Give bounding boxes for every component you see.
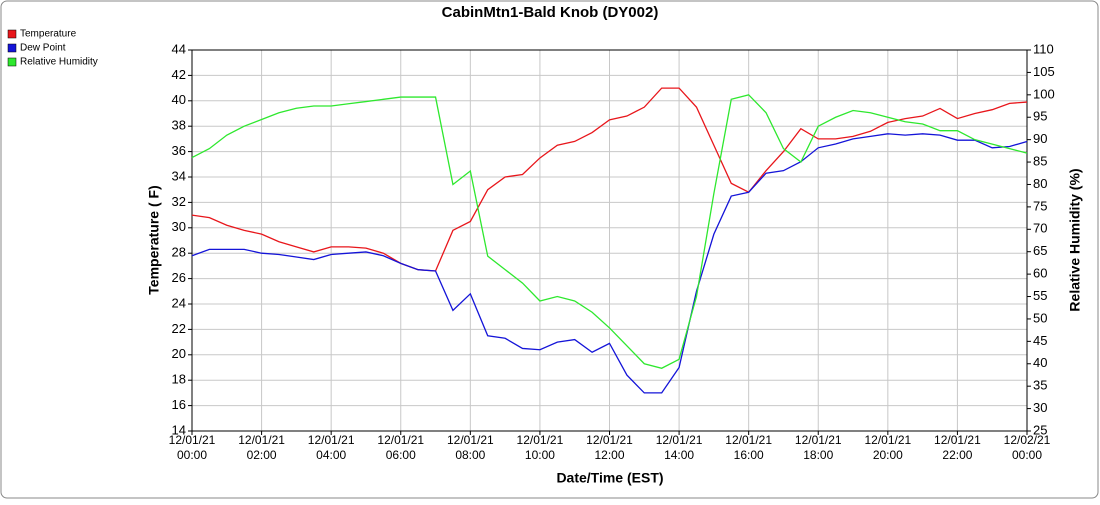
y2-tick-label: 105 (1033, 64, 1055, 79)
x-tick-label: 12/01/21 02:00 (238, 433, 285, 462)
y2-tick-label: 100 (1033, 86, 1055, 101)
legend-label: Temperature (20, 29, 77, 40)
y2-tick-label: 95 (1033, 109, 1047, 124)
y-tick-label: 14 (172, 422, 186, 437)
legend-label: Relative Humidity (20, 57, 98, 68)
y-tick-label: 20 (172, 346, 186, 361)
y2-tick-label: 50 (1033, 310, 1047, 325)
y-tick-label: 18 (172, 372, 186, 387)
x-tick-label: 12/02/21 00:00 (1004, 433, 1051, 462)
y2-tick-label: 70 (1033, 221, 1047, 236)
legend-swatch (7, 29, 17, 39)
y-tick-label: 28 (172, 245, 186, 260)
y-tick-label: 34 (172, 168, 186, 183)
x-tick-label: 12/01/21 22:00 (934, 433, 981, 462)
y-tick-label: 42 (172, 67, 186, 82)
series-line (191, 94, 1028, 369)
y2-tick-label: 55 (1033, 288, 1047, 303)
x-tick-label: 12/01/21 04:00 (308, 433, 355, 462)
y2-tick-label: 30 (1033, 400, 1047, 415)
y-tick-label: 32 (172, 194, 186, 209)
y-tick-label: 38 (172, 118, 186, 133)
y2-tick-label: 40 (1033, 355, 1047, 370)
y2-tick-label: 80 (1033, 176, 1047, 191)
y2-tick-label: 35 (1033, 378, 1047, 393)
y-tick-label: 24 (172, 295, 186, 310)
x-tick-label: 12/01/21 18:00 (795, 433, 842, 462)
y2-tick-label: 110 (1033, 41, 1054, 56)
legend-swatch (7, 57, 17, 67)
y-tick-label: 30 (172, 219, 186, 234)
x-tick-label: 12/01/21 06:00 (377, 433, 424, 462)
plot-frame (191, 49, 1028, 432)
y-axis-title: Temperature ( F) (146, 185, 162, 294)
x-tick-label: 12/01/21 20:00 (864, 433, 911, 462)
x-tick-label: 12/01/21 08:00 (447, 433, 494, 462)
y2-tick-label: 45 (1033, 333, 1047, 348)
x-tick-label: 12/01/21 10:00 (517, 433, 564, 462)
y2-tick-label: 75 (1033, 198, 1047, 213)
y-tick-label: 40 (172, 92, 186, 107)
x-axis-title: Date/Time (EST) (556, 470, 663, 486)
y2-axis-title: Relative Humidity (%) (1067, 168, 1083, 311)
legend-swatch (7, 43, 17, 53)
y-tick-label: 26 (172, 270, 186, 285)
series-line (191, 133, 1028, 394)
legend-label: Dew Point (20, 43, 66, 54)
y-tick-label: 36 (172, 143, 186, 158)
y-tick-label: 16 (172, 397, 186, 412)
y2-tick-label: 90 (1033, 131, 1047, 146)
y2-tick-label: 25 (1033, 422, 1047, 437)
x-tick-label: 12/01/21 00:00 (169, 433, 216, 462)
y2-tick-label: 85 (1033, 153, 1047, 168)
x-tick-label: 12/01/21 12:00 (586, 433, 633, 462)
chart-title: CabinMtn1-Bald Knob (DY002) (442, 4, 659, 21)
x-tick-label: 12/01/21 14:00 (656, 433, 703, 462)
series-line (191, 87, 1028, 272)
x-tick-label: 12/01/21 16:00 (725, 433, 772, 462)
y2-tick-label: 60 (1033, 266, 1047, 281)
y-tick-label: 44 (172, 41, 186, 56)
y2-tick-label: 65 (1033, 243, 1047, 258)
y-tick-label: 22 (172, 321, 186, 336)
